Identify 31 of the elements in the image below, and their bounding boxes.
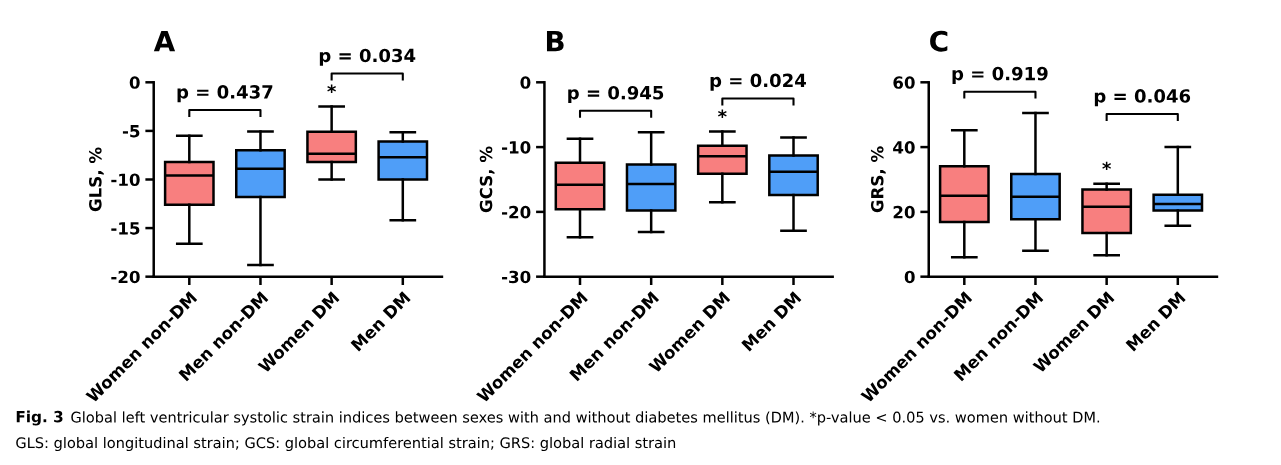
caption: Fig. 3 [16,410,63,426]
y-axis-title: GRS, % [870,146,886,213]
y-tick-label: 0 [129,76,140,89]
annotation: p = 0.437 [177,85,273,103]
annotation: p = 0.919 [952,66,1048,84]
y-tick-label: 60 [893,76,915,89]
chart-title: A [153,31,176,52]
y-tick-label: -20 [111,270,140,284]
y-axis-title: GLS, % [89,147,104,212]
y-tick-label: 0 [520,76,531,89]
y-tick-label: -15 [111,222,140,235]
text: GLS: global longitudinal strain; GCS: global circumferential strain; GRS: global radial strain [16,436,676,452]
y-tick-label: 20 [893,205,915,219]
y-tick-label: -20 [502,205,531,219]
chart-title: C [930,30,948,52]
y-axis-title: GCS, % [479,146,495,213]
text: Global left ventricular systolic strain indices between sexes with and without diabetes mellitus (DM). *p-value < 0.05 vs. women without DM. [71,411,1100,426]
text: p = 0.034 [319,48,416,66]
y-tick-label: -10 [502,141,531,154]
annotation: * [717,109,727,118]
annotation: p = 0.046 [1094,89,1191,107]
y-tick-label: -5 [122,125,140,138]
y-tick-label: 0 [904,270,915,284]
y-tick-label: 40 [893,141,915,154]
annotation: * [327,84,336,93]
y-tick-label: -10 [111,173,140,187]
chart-title: B [546,31,564,52]
annotation: p = 0.945 [568,85,664,104]
y-tick-label: -30 [502,270,531,284]
annotation: p = 0.024 [710,73,806,91]
annotation: * [1102,161,1111,171]
